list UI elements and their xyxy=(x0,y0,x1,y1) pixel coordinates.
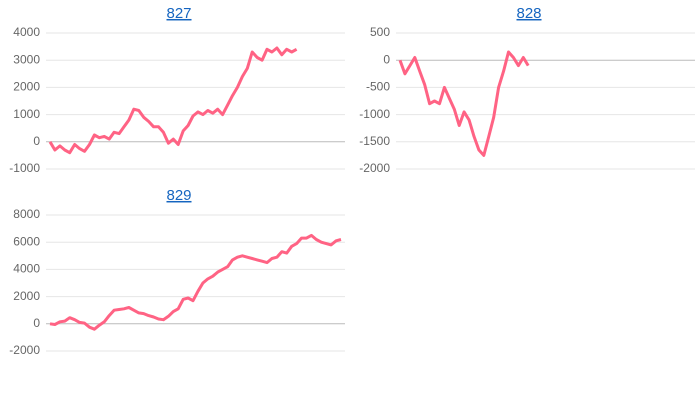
chart: 829 -2000 0 2000 4000 6000 8000 xyxy=(9,187,345,357)
y-tick-label: 0 xyxy=(33,316,40,330)
y-tick-label: 500 xyxy=(370,25,390,39)
y-tick-label: -1500 xyxy=(359,134,390,148)
y-tick-label: 3000 xyxy=(13,52,40,66)
data-line xyxy=(48,46,298,155)
data-line xyxy=(398,50,530,157)
y-tick-label: 4000 xyxy=(13,262,40,276)
y-tick-label: 4000 xyxy=(13,25,40,39)
y-tick-label: 2000 xyxy=(13,289,40,303)
y-tick-label: 6000 xyxy=(13,234,40,248)
chart-title[interactable]: 827 xyxy=(166,5,191,22)
chart-title[interactable]: 828 xyxy=(516,5,541,22)
y-tick-label: 0 xyxy=(33,134,40,148)
chart: 827 -1000 0 1000 2000 3000 4000 xyxy=(9,5,345,175)
y-tick-label: 1000 xyxy=(13,107,40,121)
y-tick-label: -2000 xyxy=(9,343,40,357)
y-tick-label: -500 xyxy=(366,80,390,94)
y-tick-label: -1000 xyxy=(9,161,40,175)
data-line xyxy=(49,233,342,331)
y-tick-label: -1000 xyxy=(359,107,390,121)
y-tick-label: 0 xyxy=(383,52,390,66)
y-tick-label: 2000 xyxy=(13,80,40,94)
chart-title[interactable]: 829 xyxy=(166,187,191,204)
y-tick-label: 8000 xyxy=(13,207,40,221)
y-tick-label: -2000 xyxy=(359,161,390,175)
chart: 828 -2000 -1500 -1000 -500 0 500 xyxy=(359,5,695,175)
